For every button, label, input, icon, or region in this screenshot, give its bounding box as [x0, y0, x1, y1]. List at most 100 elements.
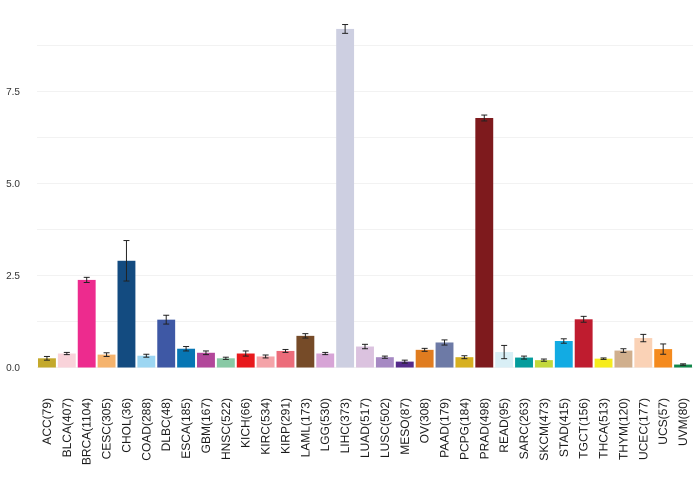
error-bar-PRAD(498)	[481, 114, 488, 122]
error-bar-TGCT(156)	[580, 315, 587, 323]
error-bar-BLCA(407)	[63, 351, 70, 356]
bar-CESC(305)	[97, 354, 116, 368]
bar-DLBC(48)	[157, 319, 176, 368]
x-tick-label: HNSC(522)	[219, 398, 233, 460]
bar-MESO(87)	[395, 361, 414, 368]
error-bar-LGG(530)	[322, 351, 329, 356]
error-bar-COAD(288)	[143, 353, 150, 358]
y-tick-label: 2.5	[6, 271, 20, 282]
x-tick-label: PAAD(179)	[438, 398, 452, 458]
x-tick-label: BRCA(1104)	[80, 398, 94, 465]
error-bar-LUSC(502)	[381, 355, 388, 359]
x-tick-label: STAD(415)	[557, 398, 571, 457]
bar-PRAD(498)	[475, 117, 494, 368]
bar-OV(308)	[415, 349, 434, 368]
error-bar-LIHC(373)	[342, 24, 349, 34]
bar-UCEC(177)	[634, 338, 653, 368]
error-bar-OV(308)	[421, 347, 428, 352]
error-bar-PAAD(179)	[441, 339, 448, 346]
x-tick-label: LUAD(517)	[358, 398, 372, 458]
x-tick-label: READ(95)	[497, 398, 511, 453]
x-tick-label: THCA(513)	[597, 398, 611, 459]
x-tick-label: OV(308)	[418, 398, 432, 443]
x-tick-label: PCPG(184)	[457, 398, 471, 460]
x-tick-label: LUSC(502)	[378, 398, 392, 458]
error-bar-MESO(87)	[401, 359, 408, 364]
bars	[37, 28, 693, 368]
y-tick-label: 0.0	[6, 363, 20, 374]
error-bar-THCA(513)	[600, 357, 607, 360]
x-tick-label: KIRC(534)	[259, 398, 273, 455]
x-tick-label: MESO(87)	[398, 398, 412, 455]
x-tick-label: ESCA(185)	[179, 398, 193, 459]
bar-LGG(530)	[316, 353, 335, 368]
error-bar-SKCM(473)	[540, 358, 547, 362]
x-tick-label: UCEC(177)	[636, 398, 650, 460]
y-axis-ticks: 0.0 2.5 5.0 7.5	[6, 87, 20, 374]
error-bar-CESC(305)	[103, 352, 110, 357]
error-bar-PCPG(184)	[461, 355, 468, 360]
error-bars	[43, 24, 687, 366]
x-tick-label: UVM(80)	[676, 398, 690, 446]
error-bar-READ(95)	[501, 344, 508, 360]
x-axis-labels: ACC(79) BLCA(407) BRCA(1104) CESC(305) CHOL(…	[40, 398, 690, 465]
bar-TGCT(156)	[574, 319, 593, 368]
bar-PCPG(184)	[455, 357, 474, 368]
x-tick-label: THYM(120)	[616, 398, 630, 460]
bar-LUSC(502)	[375, 357, 394, 368]
bar-ESCA(185)	[177, 348, 196, 368]
error-bar-DLBC(48)	[163, 314, 170, 325]
x-tick-label: BLCA(407)	[60, 398, 74, 457]
x-tick-label: GBM(167)	[199, 398, 213, 453]
error-bar-BRCA(1104)	[83, 276, 90, 283]
bar-ACC(79)	[37, 358, 56, 368]
x-tick-label: PRAD(498)	[477, 398, 491, 459]
x-tick-label: KIRP(291)	[278, 398, 292, 454]
x-tick-label: SARC(263)	[517, 398, 531, 459]
error-bar-HNSC(522)	[222, 356, 229, 360]
error-bar-ACC(79)	[43, 355, 50, 361]
x-tick-label: CESC(305)	[100, 398, 114, 459]
x-tick-label: LAML(173)	[298, 398, 312, 457]
bar-READ(95)	[495, 352, 514, 368]
error-bar-KIRP(291)	[282, 348, 289, 353]
x-tick-label: ACC(79)	[40, 398, 54, 445]
bar-KICH(66)	[236, 353, 255, 368]
error-bar-SARC(263)	[521, 355, 528, 360]
bar-STAD(415)	[554, 341, 573, 368]
bar-BLCA(407)	[57, 353, 76, 368]
bar-THYM(120)	[614, 350, 633, 368]
bar-THCA(513)	[594, 358, 613, 368]
x-tick-label: UCS(57)	[656, 398, 670, 445]
bar-HNSC(522)	[216, 358, 235, 368]
x-tick-label: SKCM(473)	[537, 398, 551, 461]
x-tick-label: DLBC(48)	[159, 398, 173, 451]
bar-LAML(173)	[296, 335, 315, 368]
x-tick-label: LIHC(373)	[338, 398, 352, 453]
error-bar-STAD(415)	[560, 338, 567, 344]
y-tick-label: 7.5	[6, 87, 20, 98]
x-tick-label: CHOL(36)	[119, 398, 133, 453]
bar-UVM(80)	[674, 364, 693, 368]
error-bar-CHOL(36)	[123, 240, 130, 282]
error-bar-ESCA(185)	[183, 346, 190, 352]
error-bar-UCEC(177)	[640, 333, 647, 343]
error-bar-UCS(57)	[660, 343, 667, 355]
bar-GBM(167)	[197, 352, 215, 368]
error-bar-GBM(167)	[202, 350, 209, 356]
error-bar-LAML(173)	[302, 333, 309, 339]
y-tick-label: 5.0	[6, 179, 20, 190]
error-bar-KIRC(534)	[262, 354, 269, 359]
bar-LUAD(517)	[356, 346, 374, 368]
bar-SARC(263)	[515, 357, 533, 368]
bar-UCS(57)	[654, 349, 673, 368]
bar-SKCM(473)	[534, 360, 553, 368]
error-bar-KICH(66)	[242, 350, 249, 357]
bar-BRCA(1104)	[77, 279, 96, 368]
x-tick-label: KICH(66)	[239, 398, 253, 448]
bar-LIHC(373)	[336, 28, 355, 368]
x-tick-label: COAD(288)	[139, 398, 153, 461]
bar-CHOL(36)	[117, 260, 136, 368]
error-bar-LUAD(517)	[362, 343, 368, 350]
